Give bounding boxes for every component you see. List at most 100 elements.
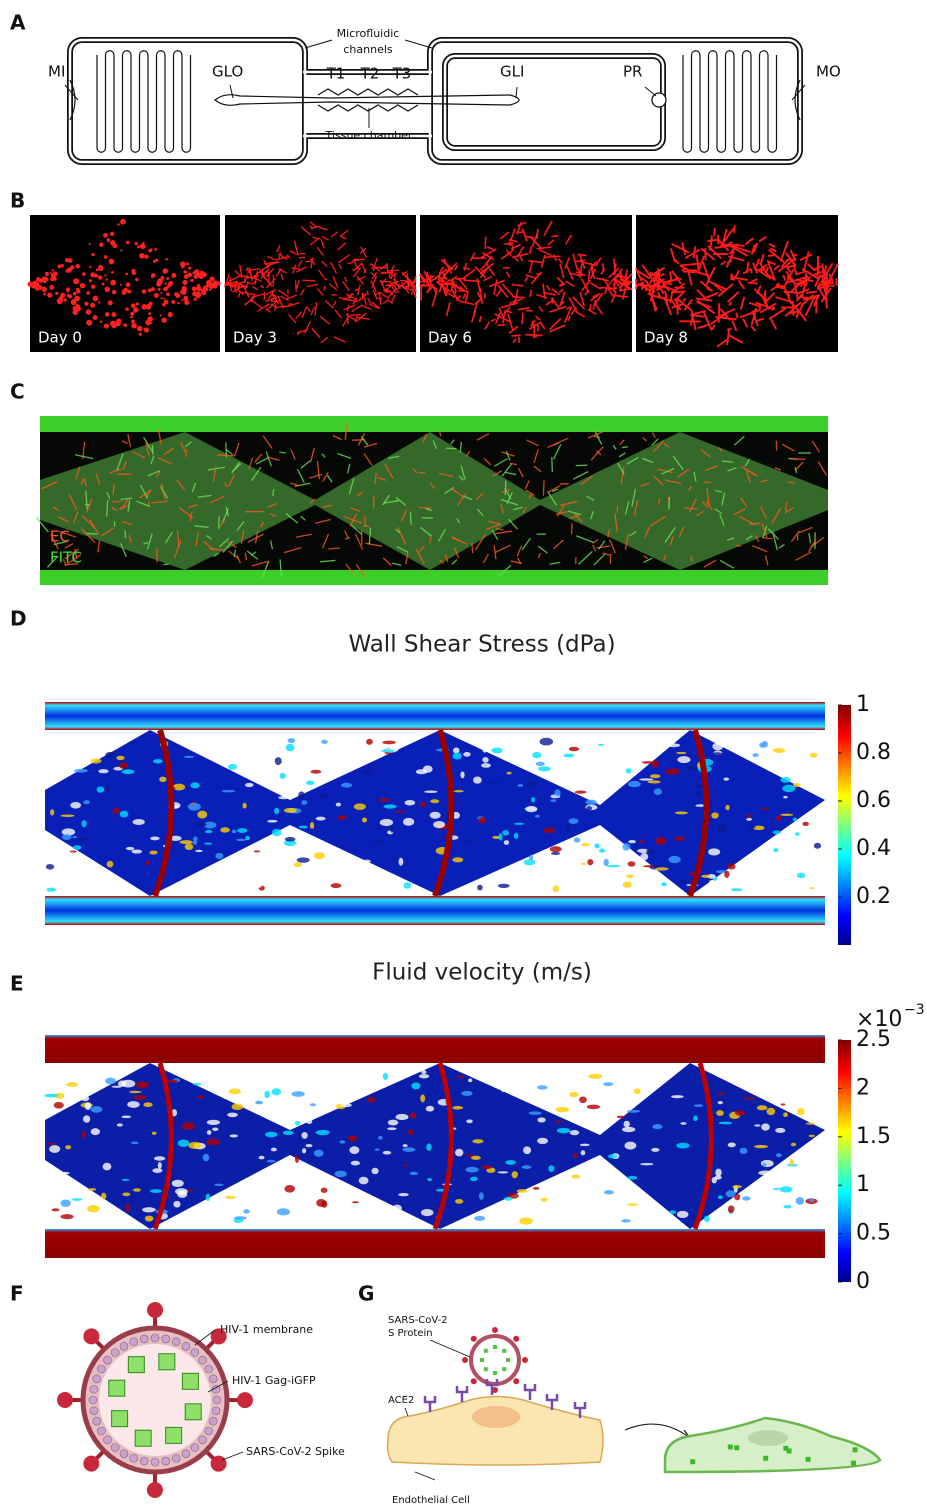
gag-protein: [502, 1349, 506, 1353]
flow-spot: [47, 880, 56, 888]
cell: [163, 268, 168, 273]
flow-spot: [97, 786, 105, 792]
flow-spot: [483, 749, 488, 753]
cell: [206, 283, 210, 287]
flow-spot: [466, 1167, 479, 1173]
flow-spot: [607, 865, 621, 867]
flow-spot: [419, 1074, 429, 1078]
flow-spot: [48, 1143, 55, 1145]
flow-spot: [773, 748, 785, 753]
flow-spot: [424, 790, 437, 793]
flow-spot: [603, 859, 608, 867]
flow-spot: [474, 1216, 485, 1221]
flow-spot: [297, 857, 310, 862]
channel: [40, 416, 828, 432]
lipid: [120, 1342, 128, 1350]
flow-spot: [553, 885, 559, 892]
colorbar-tick-label: 1: [856, 692, 870, 717]
flow-spot: [640, 839, 644, 843]
flow-spot: [312, 1109, 318, 1114]
flow-spot: [398, 1193, 409, 1196]
flow-spot: [651, 760, 659, 767]
flow-spot: [668, 856, 680, 863]
cell: [154, 248, 157, 251]
cell: [30, 282, 34, 286]
vessel: [670, 271, 671, 280]
flow-spot: [783, 1205, 791, 1208]
flow-spot: [46, 888, 56, 892]
flow-spot: [609, 1194, 613, 1199]
panel-a: A Microfluidic channels MI GLO T1 T2 T3 …: [10, 11, 841, 163]
flow-spot: [421, 1070, 426, 1074]
cell: [198, 273, 202, 277]
cell: [142, 289, 147, 294]
spike-fragment: [763, 1456, 768, 1461]
flow-spot: [426, 1106, 434, 1112]
vessel: [504, 243, 513, 244]
vessel: [589, 270, 590, 284]
flow-spot: [51, 1208, 59, 1211]
flow-spot: [571, 1175, 580, 1179]
cell: [130, 316, 133, 319]
colorbar-tick-label: 0.2: [856, 884, 891, 909]
vessel: [552, 457, 553, 472]
flow-spot: [764, 1189, 776, 1194]
flow-spot: [228, 764, 237, 770]
cell: [148, 289, 152, 293]
spike-head: [492, 1327, 498, 1333]
lipid: [97, 1365, 105, 1373]
vessel: [714, 228, 715, 236]
lipid: [130, 1338, 138, 1346]
flow-spot: [234, 1216, 247, 1219]
flow-spot: [498, 1171, 508, 1173]
flow-spot: [479, 1192, 484, 1199]
flow-spot: [131, 849, 142, 853]
flow-spot: [152, 1132, 157, 1135]
cell: [57, 264, 61, 268]
flow-spot: [461, 1091, 472, 1096]
flow-spot: [421, 1209, 434, 1216]
flow-spot: [150, 836, 159, 840]
flow-spot: [348, 1135, 358, 1141]
flow-spot: [740, 1148, 748, 1154]
flow-spot: [76, 886, 84, 893]
flow-spot: [272, 1088, 281, 1095]
flow-spot: [193, 1083, 202, 1086]
cell: [120, 249, 122, 251]
cell: [112, 290, 117, 295]
flow-spot: [423, 765, 433, 772]
cell: [132, 271, 136, 275]
flow-spot: [565, 824, 570, 830]
flow-spot: [232, 830, 236, 834]
lipid: [182, 1450, 190, 1458]
cell: [158, 288, 161, 291]
vessel: [125, 530, 126, 538]
flow-spot: [91, 1106, 102, 1113]
flow-spot: [91, 1128, 100, 1135]
colorbar-tick-label: 1: [856, 1172, 870, 1197]
flow-spot: [712, 752, 723, 755]
flow-spot: [371, 1070, 378, 1078]
panel-title: Wall Shear Stress (dPa): [348, 632, 615, 658]
flow-spot: [762, 1163, 766, 1167]
lipid: [151, 1458, 159, 1466]
flow-spot: [403, 818, 414, 826]
cell: [135, 278, 139, 282]
flow-spot: [305, 1144, 312, 1147]
flow-spot: [569, 747, 579, 752]
flow-spot: [126, 847, 134, 850]
colorbar: [838, 1040, 851, 1282]
flow-spot: [351, 1161, 360, 1166]
lipid: [213, 1396, 221, 1404]
flow-spot: [203, 1154, 209, 1162]
cell: [139, 253, 145, 259]
flow-spot: [540, 1204, 547, 1209]
flow-spot: [83, 1115, 90, 1122]
flow-spot: [666, 768, 680, 775]
flow-spot: [587, 854, 592, 859]
flow-spot: [536, 762, 545, 766]
flow-spot: [716, 1110, 724, 1116]
flow-spot: [274, 808, 279, 814]
vessel: [512, 246, 513, 251]
annotation: T2: [360, 65, 380, 83]
